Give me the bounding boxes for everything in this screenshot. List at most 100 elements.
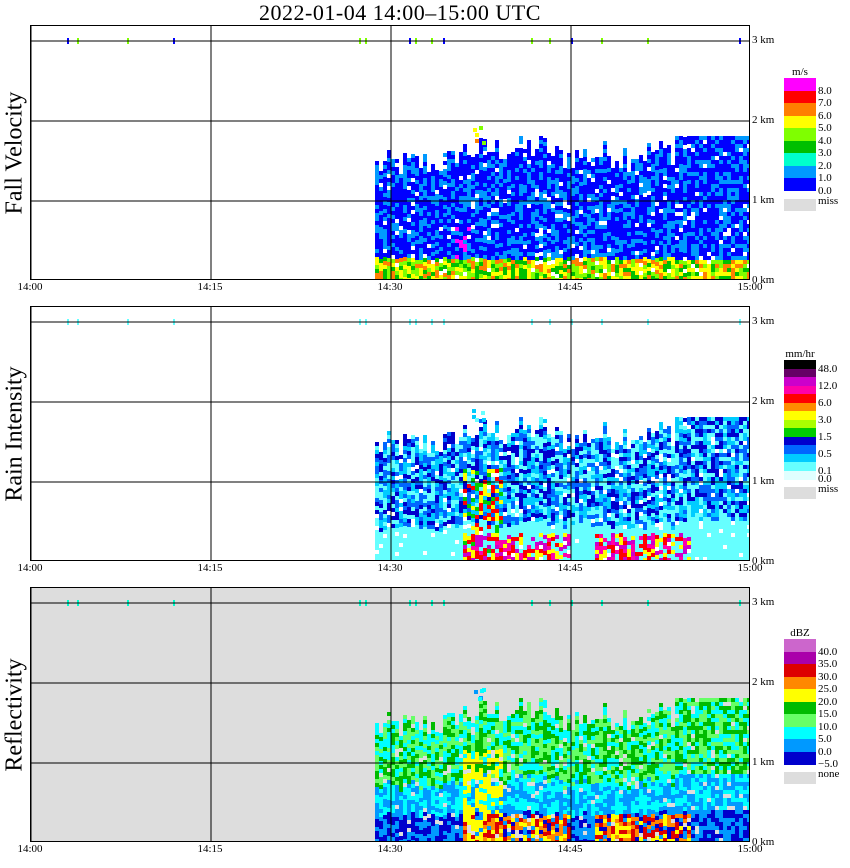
heatmap-cell	[551, 521, 555, 525]
heatmap-cell	[415, 180, 419, 184]
heatmap-cell	[631, 552, 635, 556]
heatmap-cell	[487, 180, 491, 184]
heatmap-cell	[559, 527, 563, 531]
heatmap-cell	[735, 184, 739, 188]
heatmap-cell	[575, 535, 579, 539]
heatmap-cell	[615, 502, 619, 506]
heatmap-cell	[719, 168, 723, 172]
heatmap-cell	[547, 530, 551, 534]
heatmap-cell	[515, 473, 519, 477]
heatmap-cell	[495, 244, 499, 248]
heatmap-cell	[647, 159, 651, 163]
heatmap-cell	[703, 268, 707, 272]
heatmap-cell	[399, 463, 403, 467]
heatmap-cell	[591, 515, 595, 519]
heatmap-cell	[411, 278, 415, 279]
heatmap-cell	[475, 278, 479, 279]
heatmap-cell	[515, 557, 519, 560]
heatmap-cell	[723, 264, 727, 268]
heatmap-cell	[451, 452, 455, 456]
heatmap-cell	[695, 244, 699, 248]
heatmap-cell	[443, 177, 447, 181]
heatmap-cell	[731, 208, 735, 212]
heatmap-cell	[587, 226, 591, 230]
heatmap-cell	[599, 225, 603, 229]
heatmap-cell	[579, 535, 583, 539]
heatmap-cell	[375, 201, 379, 205]
heatmap-cell	[443, 438, 447, 442]
heatmap-cell	[675, 192, 679, 196]
heatmap-cell	[495, 144, 499, 148]
heatmap-cell	[559, 190, 563, 194]
heatmap-cell	[475, 182, 479, 186]
heatmap-cell	[683, 265, 687, 269]
heatmap-cell	[623, 461, 627, 465]
heatmap-cell	[635, 472, 639, 476]
heatmap-cell	[583, 169, 587, 173]
heatmap-cell	[651, 224, 655, 228]
heatmap-cell	[615, 233, 619, 237]
heatmap-cell	[503, 251, 507, 255]
heatmap-cell	[479, 258, 483, 262]
heatmap-cell	[687, 208, 691, 212]
heatmap-cell	[603, 201, 607, 205]
heatmap-cell	[563, 529, 567, 533]
heatmap-cell	[383, 466, 387, 470]
heatmap-cell	[643, 269, 647, 273]
heatmap-cell	[607, 192, 611, 196]
heatmap-cell	[375, 177, 379, 181]
heatmap-cell	[571, 276, 575, 279]
heatmap-cell	[695, 140, 699, 144]
heatmap-cell	[535, 526, 539, 530]
heatmap-cell	[447, 231, 451, 235]
heatmap-cell	[603, 542, 607, 546]
heatmap-cell	[527, 164, 531, 168]
heatmap-cell	[391, 195, 395, 199]
heatmap-cell	[643, 550, 647, 554]
heatmap-cell	[631, 448, 635, 452]
heatmap-cell	[455, 263, 459, 267]
heatmap-cell	[463, 208, 467, 212]
heatmap-cell	[447, 440, 451, 444]
heatmap-cell	[587, 491, 591, 495]
heatmap-cell	[547, 277, 551, 279]
heatmap-cell	[675, 224, 679, 228]
heatmap-cell	[547, 157, 551, 161]
heatmap-cell	[487, 437, 491, 441]
heatmap-cell	[379, 271, 383, 275]
heatmap-cell	[515, 196, 519, 200]
heatmap-cell	[511, 200, 515, 204]
heatmap-cell	[719, 228, 723, 232]
heatmap-cell	[587, 266, 591, 270]
heatmap-cell	[391, 191, 395, 195]
heatmap-cell	[655, 234, 659, 238]
heatmap-cell	[415, 168, 419, 172]
heatmap-cell	[503, 456, 507, 460]
heatmap-cell	[447, 263, 451, 267]
heatmap-cell	[527, 457, 531, 461]
heatmap-cell	[519, 505, 523, 509]
heatmap-cell	[727, 276, 731, 279]
heatmap-cell	[459, 196, 463, 200]
heatmap-cell	[403, 169, 407, 173]
heatmap-cell	[511, 188, 515, 192]
heatmap-cell	[439, 223, 443, 227]
heatmap-cell	[551, 228, 555, 232]
heatmap-cell	[547, 526, 551, 530]
heatmap-cell	[443, 526, 447, 530]
heatmap-cell	[455, 187, 459, 191]
heatmap-cell	[563, 509, 567, 513]
heatmap-cell	[607, 521, 611, 525]
heatmap-cell	[443, 554, 447, 558]
heatmap-cell	[595, 185, 599, 189]
heatmap-cell	[651, 200, 655, 204]
heatmap-cell	[415, 252, 419, 256]
heatmap-cell	[383, 201, 387, 205]
heatmap-cell	[715, 276, 719, 279]
heatmap-cell	[623, 248, 627, 252]
heatmap-cell	[583, 510, 587, 514]
heatmap-cell	[707, 144, 711, 148]
heatmap-cell	[663, 204, 667, 208]
heatmap-cell	[655, 278, 659, 279]
heatmap-cell	[643, 486, 647, 490]
